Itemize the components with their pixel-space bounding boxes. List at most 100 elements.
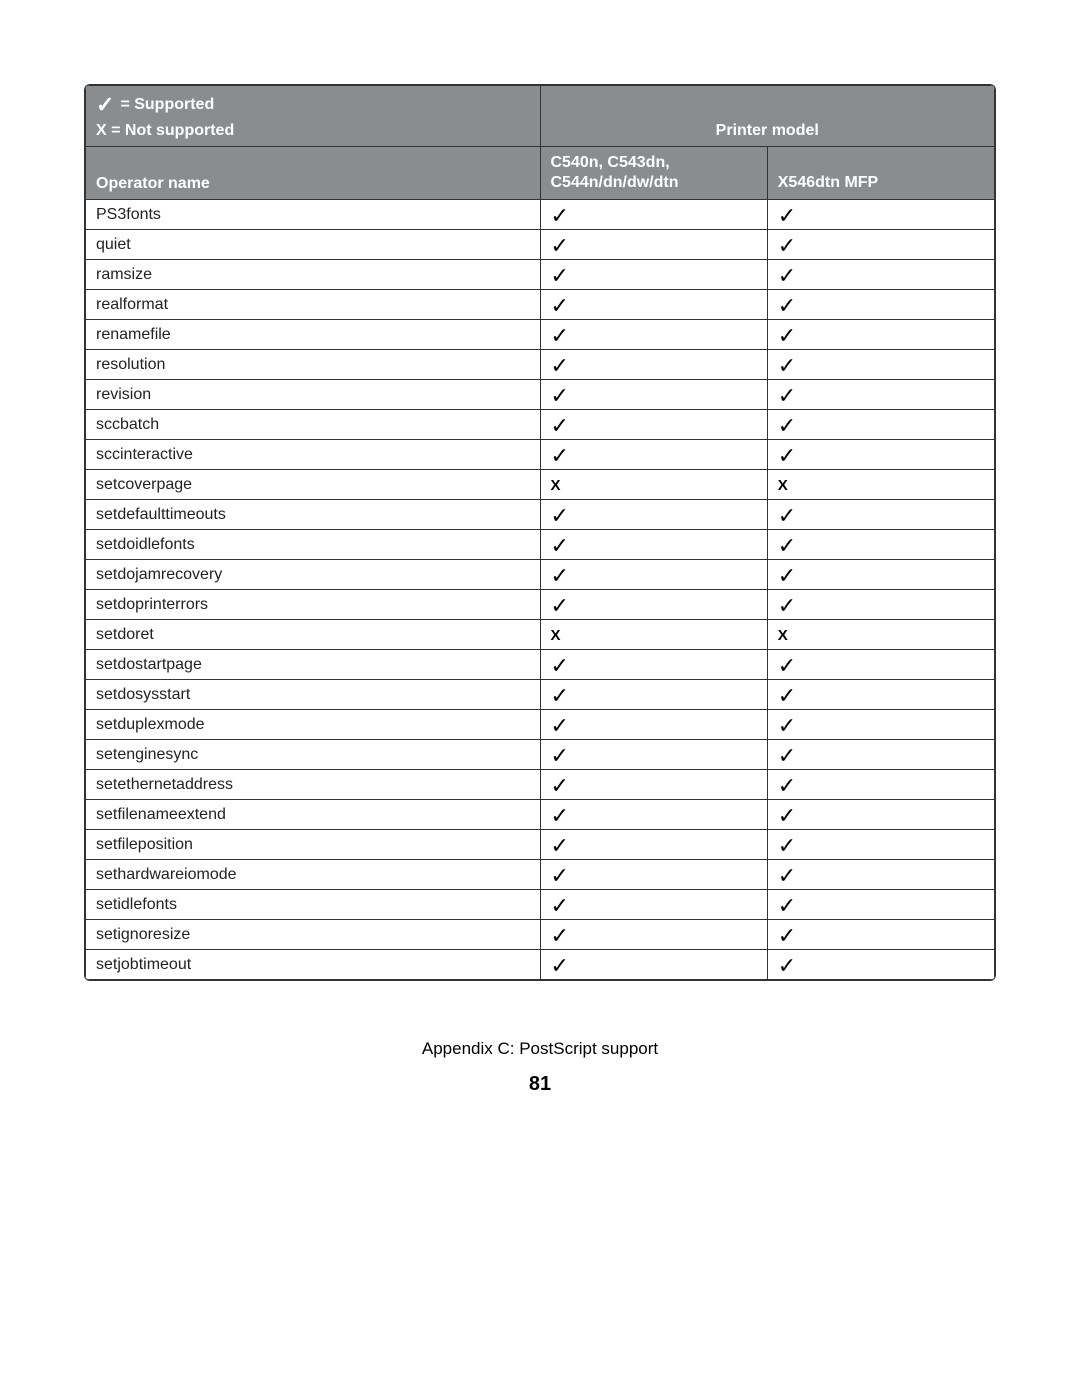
- table-row: setdoprinterrors✓✓: [86, 590, 995, 620]
- legend-supported: ✓= Supported: [96, 94, 530, 116]
- check-icon: ✓: [540, 530, 767, 560]
- check-icon: ✓: [540, 740, 767, 770]
- operator-name-cell: setignoresize: [86, 920, 541, 950]
- operator-name-cell: setfileposition: [86, 830, 541, 860]
- check-icon: ✓: [767, 200, 994, 230]
- check-icon: ✓: [540, 920, 767, 950]
- column-header-2: X546dtn MFP: [767, 147, 994, 200]
- check-icon: ✓: [767, 770, 994, 800]
- check-icon: ✓: [767, 920, 994, 950]
- table-row: resolution✓✓: [86, 350, 995, 380]
- operator-name-cell: realformat: [86, 290, 541, 320]
- table-row: setdoretXX: [86, 620, 995, 650]
- check-icon: ✓: [540, 290, 767, 320]
- table-row: setdosysstart✓✓: [86, 680, 995, 710]
- check-icon: ✓: [767, 740, 994, 770]
- page: ✓= SupportedX = Not supportedPrinter mod…: [0, 0, 1080, 1397]
- check-icon: ✓: [540, 950, 767, 980]
- table-row: sethardwareiomode✓✓: [86, 860, 995, 890]
- operator-name-cell: sethardwareiomode: [86, 860, 541, 890]
- support-table: ✓= SupportedX = Not supportedPrinter mod…: [85, 85, 995, 980]
- operator-name-header: Operator name: [86, 147, 541, 200]
- check-icon: ✓: [540, 650, 767, 680]
- x-icon: X: [767, 470, 994, 500]
- check-icon: ✓: [767, 290, 994, 320]
- table-row: setcoverpageXX: [86, 470, 995, 500]
- operator-name-cell: setfilenameextend: [86, 800, 541, 830]
- check-icon: ✓: [767, 230, 994, 260]
- table-row: sccbatch✓✓: [86, 410, 995, 440]
- check-icon: ✓: [767, 350, 994, 380]
- check-icon: ✓: [540, 710, 767, 740]
- check-icon: ✓: [767, 590, 994, 620]
- check-icon: ✓: [540, 560, 767, 590]
- check-icon: ✓: [767, 650, 994, 680]
- check-icon: ✓: [767, 710, 994, 740]
- operator-name-cell: setcoverpage: [86, 470, 541, 500]
- operator-name-cell: setdoret: [86, 620, 541, 650]
- check-icon: ✓: [540, 680, 767, 710]
- operator-name-cell: setdosysstart: [86, 680, 541, 710]
- operator-name-cell: setenginesync: [86, 740, 541, 770]
- table-row: sccinteractive✓✓: [86, 440, 995, 470]
- check-icon: ✓: [767, 560, 994, 590]
- appendix-label: Appendix C: PostScript support: [84, 1039, 996, 1059]
- check-icon: ✓: [767, 680, 994, 710]
- table-row: PS3fonts✓✓: [86, 200, 995, 230]
- table-row: setethernetaddress✓✓: [86, 770, 995, 800]
- check-icon: ✓: [767, 380, 994, 410]
- legend-supported-text: = Supported: [120, 96, 214, 114]
- table-row: setfilenameextend✓✓: [86, 800, 995, 830]
- legend-cell: ✓= Supported X = Not supported: [86, 86, 541, 147]
- operator-name-cell: sccinteractive: [86, 440, 541, 470]
- check-icon: ✓: [540, 590, 767, 620]
- table-row: quiet✓✓: [86, 230, 995, 260]
- operator-name-cell: setdojamrecovery: [86, 560, 541, 590]
- check-icon: ✓: [540, 230, 767, 260]
- table-header: ✓= SupportedX = Not supportedPrinter mod…: [86, 86, 995, 200]
- check-icon: ✓: [540, 410, 767, 440]
- operator-name-cell: setjobtimeout: [86, 950, 541, 980]
- check-icon: ✓: [540, 830, 767, 860]
- check-icon: ✓: [767, 950, 994, 980]
- check-icon: ✓: [540, 800, 767, 830]
- legend-not-supported: X = Not supported: [96, 122, 530, 140]
- operator-name-cell: setdostartpage: [86, 650, 541, 680]
- operator-name-cell: resolution: [86, 350, 541, 380]
- operator-name-cell: PS3fonts: [86, 200, 541, 230]
- page-number: 81: [84, 1073, 996, 1096]
- check-icon: ✓: [767, 890, 994, 920]
- operator-name-cell: quiet: [86, 230, 541, 260]
- support-table-wrap: ✓= SupportedX = Not supportedPrinter mod…: [84, 84, 996, 981]
- check-icon: ✓: [767, 830, 994, 860]
- table-row: setdefaulttimeouts✓✓: [86, 500, 995, 530]
- check-icon: ✓: [540, 890, 767, 920]
- check-icon: ✓: [767, 530, 994, 560]
- check-icon: ✓: [767, 320, 994, 350]
- table-row: setjobtimeout✓✓: [86, 950, 995, 980]
- column-header-1: C540n, C543dn,C544n/dn/dw/dtn: [540, 147, 767, 200]
- check-icon: ✓: [540, 860, 767, 890]
- table-row: setfileposition✓✓: [86, 830, 995, 860]
- operator-name-cell: setduplexmode: [86, 710, 541, 740]
- x-icon: X: [540, 620, 767, 650]
- check-icon: ✓: [540, 500, 767, 530]
- operator-name-cell: setidlefonts: [86, 890, 541, 920]
- operator-name-cell: renamefile: [86, 320, 541, 350]
- table-row: revision✓✓: [86, 380, 995, 410]
- x-icon: X: [767, 620, 994, 650]
- table-row: realformat✓✓: [86, 290, 995, 320]
- x-icon: X: [540, 470, 767, 500]
- check-icon: ✓: [540, 440, 767, 470]
- table-row: setdostartpage✓✓: [86, 650, 995, 680]
- operator-name-cell: setethernetaddress: [86, 770, 541, 800]
- table-row: setignoresize✓✓: [86, 920, 995, 950]
- table-row: renamefile✓✓: [86, 320, 995, 350]
- operator-name-cell: revision: [86, 380, 541, 410]
- table-row: setdojamrecovery✓✓: [86, 560, 995, 590]
- table-row: setduplexmode✓✓: [86, 710, 995, 740]
- operator-name-cell: sccbatch: [86, 410, 541, 440]
- operator-name-cell: setdoprinterrors: [86, 590, 541, 620]
- table-row: ramsize✓✓: [86, 260, 995, 290]
- operator-name-cell: ramsize: [86, 260, 541, 290]
